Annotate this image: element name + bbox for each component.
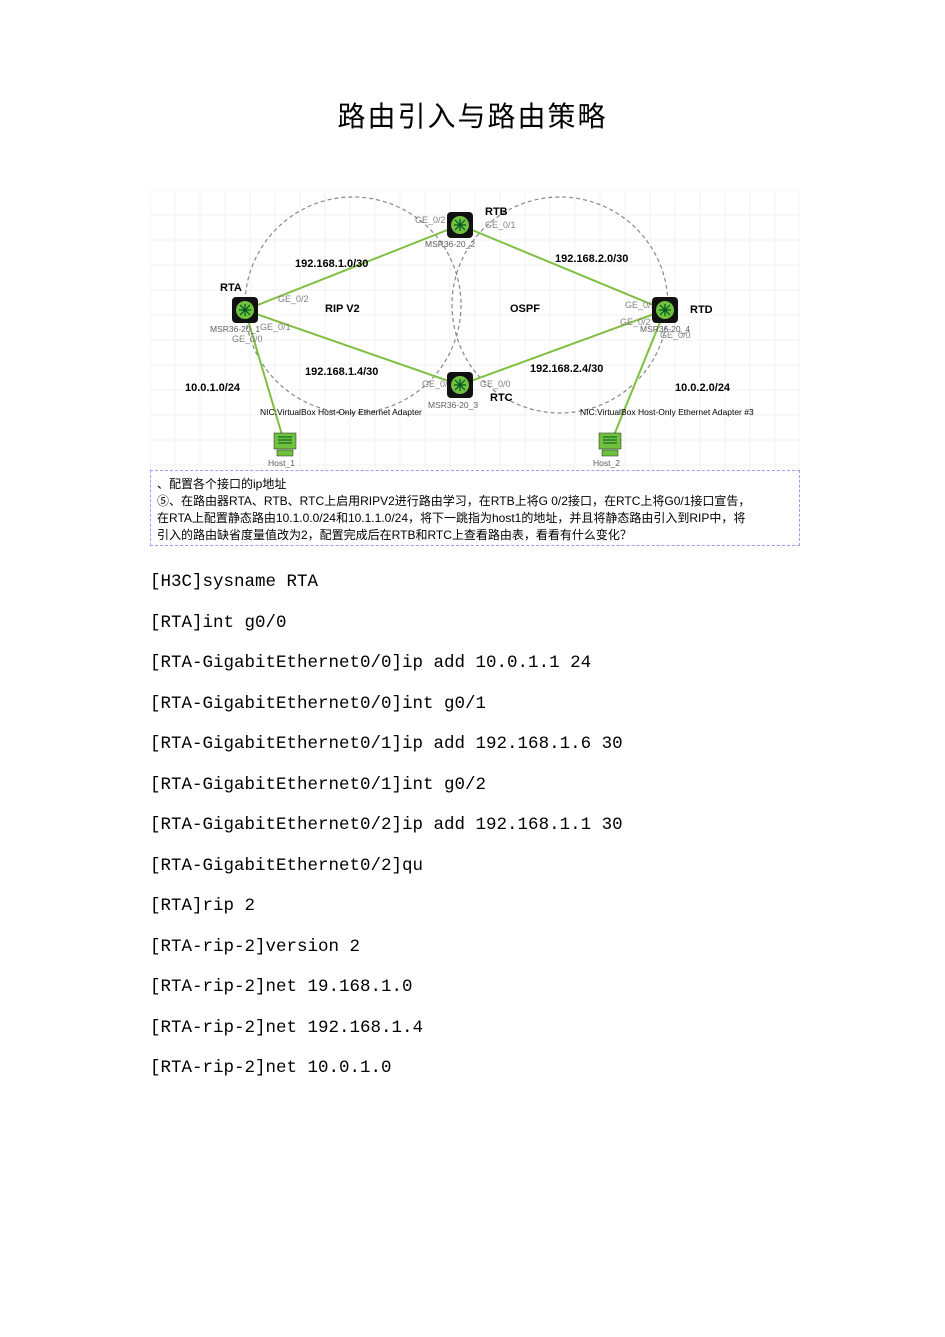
cmd-line: [RTA-GigabitEthernet0/1]int g0/2 (150, 777, 795, 795)
host1-icon (274, 433, 296, 456)
if-rtb-g01: GE_0/1 (485, 220, 516, 230)
host2-nic-label: NIC:VirtualBox Host-Only Ethernet Adapte… (580, 407, 754, 417)
rtd-model: MSR36-20_4 (640, 324, 690, 334)
ospf-label: OSPF (510, 303, 540, 315)
host2-icon (599, 433, 621, 456)
cmd-line: [RTA-rip-2]net 192.168.1.4 (150, 1020, 795, 1038)
cmd-line: [RTA-GigabitEthernet0/1]ip add 192.168.1… (150, 736, 795, 754)
rtc-name: RTC (490, 392, 513, 404)
page: 路由引入与路由策略 (0, 0, 945, 1337)
if-rta-g00: GE_0/0 (232, 334, 263, 344)
page-title: 路由引入与路由策略 (150, 95, 795, 135)
router-rtc-icon (447, 372, 473, 398)
host1-name: Host_1 (268, 458, 295, 468)
net-label-rta-host1: 10.0.1.0/24 (185, 382, 241, 394)
instr-line4: 引入的路由缺省度量值改为2，配置完成后在RTB和RTC上查看路由表，看看有什么变… (157, 528, 793, 543)
rta-model: MSR36-20_1 (210, 324, 260, 334)
command-block: [H3C]sysname RTA [RTA]int g0/0 [RTA-Giga… (150, 574, 795, 1078)
rip-label: RIP V2 (325, 303, 360, 315)
rtd-name: RTD (690, 304, 713, 316)
if-rta-g01: GE_0/1 (260, 322, 291, 332)
cmd-line: [RTA-GigabitEthernet0/2]ip add 192.168.1… (150, 817, 795, 835)
cmd-line: [RTA]rip 2 (150, 898, 795, 916)
cmd-line: [RTA-rip-2]version 2 (150, 939, 795, 957)
router-rtb-icon (447, 212, 473, 238)
if-rtb-g02: GE_0/2 (415, 215, 446, 225)
host2-name: Host_2 (593, 458, 620, 468)
net-label-rta-rtc: 192.168.1.4/30 (305, 366, 378, 378)
rtc-model: MSR36-20_3 (428, 400, 478, 410)
router-rtd-icon (652, 297, 678, 323)
cmd-line: [H3C]sysname RTA (150, 574, 795, 592)
if-rtd-g01: GE_0/1 (625, 300, 656, 310)
if-rta-g02: GE_0/2 (278, 294, 309, 304)
if-rtc-g00: GE_0/0 (480, 379, 511, 389)
instr-line2: ⑤、在路由器RTA、RTB、RTC上启用RIPV2进行路由学习，在RTB上将G … (157, 494, 793, 509)
rtb-model: MSR36-20_2 (425, 239, 475, 249)
cmd-line: [RTA]int g0/0 (150, 615, 795, 633)
instr-line1: 、配置各个接口的ip地址 (157, 477, 793, 492)
net-label-rta-rtb: 192.168.1.0/30 (295, 258, 368, 270)
host1-nic-label: NIC:VirtualBox Host-Only Ethernet Adapte… (260, 407, 422, 417)
rta-name: RTA (220, 282, 242, 294)
rtb-name: RTB (485, 206, 508, 218)
router-rta-icon (232, 297, 258, 323)
network-diagram: 192.168.1.0/30 192.168.1.4/30 192.168.2.… (150, 190, 800, 546)
net-label-rtb-rtd: 192.168.2.0/30 (555, 253, 628, 265)
cmd-line: [RTA-GigabitEthernet0/0]int g0/1 (150, 696, 795, 714)
instructions-box: 、配置各个接口的ip地址 ⑤、在路由器RTA、RTB、RTC上启用RIPV2进行… (150, 470, 800, 546)
cmd-line: [RTA-rip-2]net 19.168.1.0 (150, 979, 795, 997)
cmd-line: [RTA-GigabitEthernet0/0]ip add 10.0.1.1 … (150, 655, 795, 673)
network-svg: 192.168.1.0/30 192.168.1.4/30 192.168.2.… (150, 190, 800, 470)
cmd-line: [RTA-GigabitEthernet0/2]qu (150, 858, 795, 876)
net-label-rtc-rtd: 192.168.2.4/30 (530, 363, 603, 375)
net-label-rtd-host2: 10.0.2.0/24 (675, 382, 731, 394)
cmd-line: [RTA-rip-2]net 10.0.1.0 (150, 1060, 795, 1078)
instr-line3: 在RTA上配置静态路由10.1.0.0/24和10.1.1.0/24，将下一跳指… (157, 511, 793, 526)
